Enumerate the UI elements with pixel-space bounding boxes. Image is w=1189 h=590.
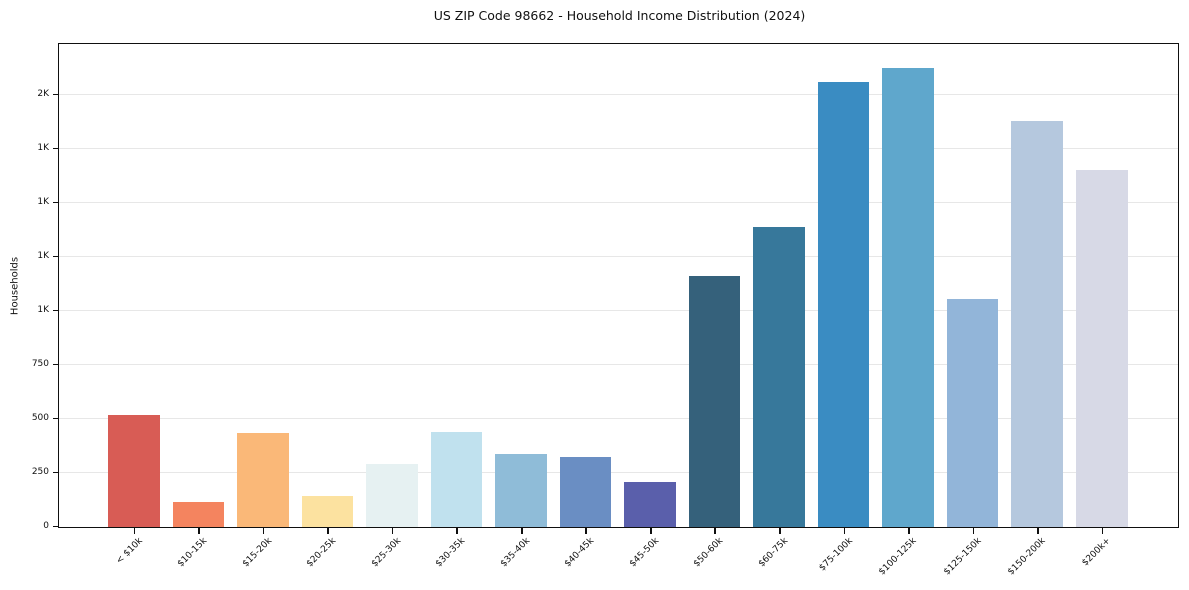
gridline-250: [59, 471, 1178, 473]
x-tick-mark: [972, 528, 975, 534]
x-tick-label: $15-20k: [240, 536, 274, 570]
x-tick-mark: [649, 528, 652, 534]
x-tick-label: $10-15k: [175, 536, 210, 570]
bar-60-75k: [753, 226, 805, 527]
x-tick-label: $125-150k: [942, 536, 984, 578]
bar-15-20k: [237, 433, 289, 527]
x-tick-mark: [843, 528, 846, 534]
bar-40-45k: [559, 456, 612, 527]
chart-title: US ZIP Code 98662 - Household Income Dis…: [433, 8, 806, 23]
bar-30-35k: [430, 431, 483, 527]
x-tick-mark: [714, 528, 717, 534]
plot-area: [58, 43, 1179, 528]
y-tick-mark: [52, 255, 58, 258]
bar-45-50k: [624, 481, 676, 527]
y-axis-label: Households: [9, 256, 21, 316]
x-tick-label: $35-40k: [498, 536, 532, 570]
gridline-2000: [59, 93, 1178, 95]
x-tick-mark: [327, 528, 329, 534]
gridline-1750: [59, 147, 1178, 149]
x-tick-label: $40-45k: [563, 536, 597, 570]
bar-75-100k: [817, 82, 870, 527]
y-tick-mark: [52, 525, 58, 528]
y-tick-mark: [52, 471, 58, 474]
x-tick-label: $100-125k: [877, 536, 919, 578]
x-tick-mark: [262, 528, 265, 534]
y-tick-label: 1K: [37, 304, 49, 315]
y-tick-mark: [52, 147, 58, 150]
gridline-750: [59, 363, 1178, 365]
y-tick-label: 750: [31, 358, 49, 369]
y-tick-label: 2K: [37, 88, 49, 99]
bar-125-150k: [946, 299, 999, 527]
gridline-1000: [59, 309, 1178, 311]
y-tick-label: 0: [43, 520, 49, 531]
y-tick-mark: [52, 309, 58, 312]
x-tick-label: $25-30k: [369, 536, 403, 570]
y-tick-mark: [52, 201, 58, 204]
x-tick-mark: [391, 528, 394, 534]
x-tick-label: $30-35k: [433, 536, 468, 570]
x-tick-mark: [908, 528, 910, 534]
bar-100-125k: [882, 68, 934, 527]
bar-35-40k: [495, 453, 547, 527]
x-tick-label: $75-100k: [817, 536, 855, 574]
x-tick-label: $150-200k: [1006, 536, 1049, 578]
x-tick-mark: [585, 528, 588, 534]
x-tick-mark: [779, 528, 781, 534]
x-tick-mark: [456, 528, 458, 534]
bar-20-25k: [301, 495, 354, 527]
x-tick-mark: [133, 528, 136, 534]
bar-10k: [108, 414, 160, 527]
bar-25-30k: [366, 464, 418, 527]
x-tick-mark: [1101, 528, 1104, 534]
gridline-500: [59, 417, 1178, 419]
x-tick-label: $45-50k: [627, 536, 661, 570]
y-tick-label: 1K: [37, 196, 49, 207]
y-tick-label: 500: [31, 412, 49, 423]
x-tick-label: $200k+: [1080, 536, 1113, 569]
y-tick-label: 1K: [37, 250, 49, 261]
y-tick-label: 250: [31, 466, 49, 477]
x-tick-label: $60-75k: [756, 536, 790, 570]
gridline-1500: [59, 201, 1178, 203]
x-tick-mark: [1037, 528, 1039, 534]
bar-200k: [1075, 169, 1128, 527]
bar-150-200k: [1011, 121, 1064, 527]
x-tick-label: < $10k: [114, 536, 145, 567]
x-tick-mark: [198, 528, 200, 534]
x-tick-mark: [520, 528, 523, 534]
gridline-1250: [59, 255, 1178, 257]
y-tick-mark: [52, 417, 58, 420]
bar-50-60k: [688, 276, 741, 527]
x-tick-label: $20-25k: [304, 536, 339, 570]
y-tick-label: 1K: [37, 142, 49, 153]
y-tick-mark: [52, 363, 58, 366]
y-tick-mark: [52, 93, 58, 96]
bar-10-15k: [172, 502, 225, 527]
x-tick-label: $50-60k: [692, 536, 726, 570]
